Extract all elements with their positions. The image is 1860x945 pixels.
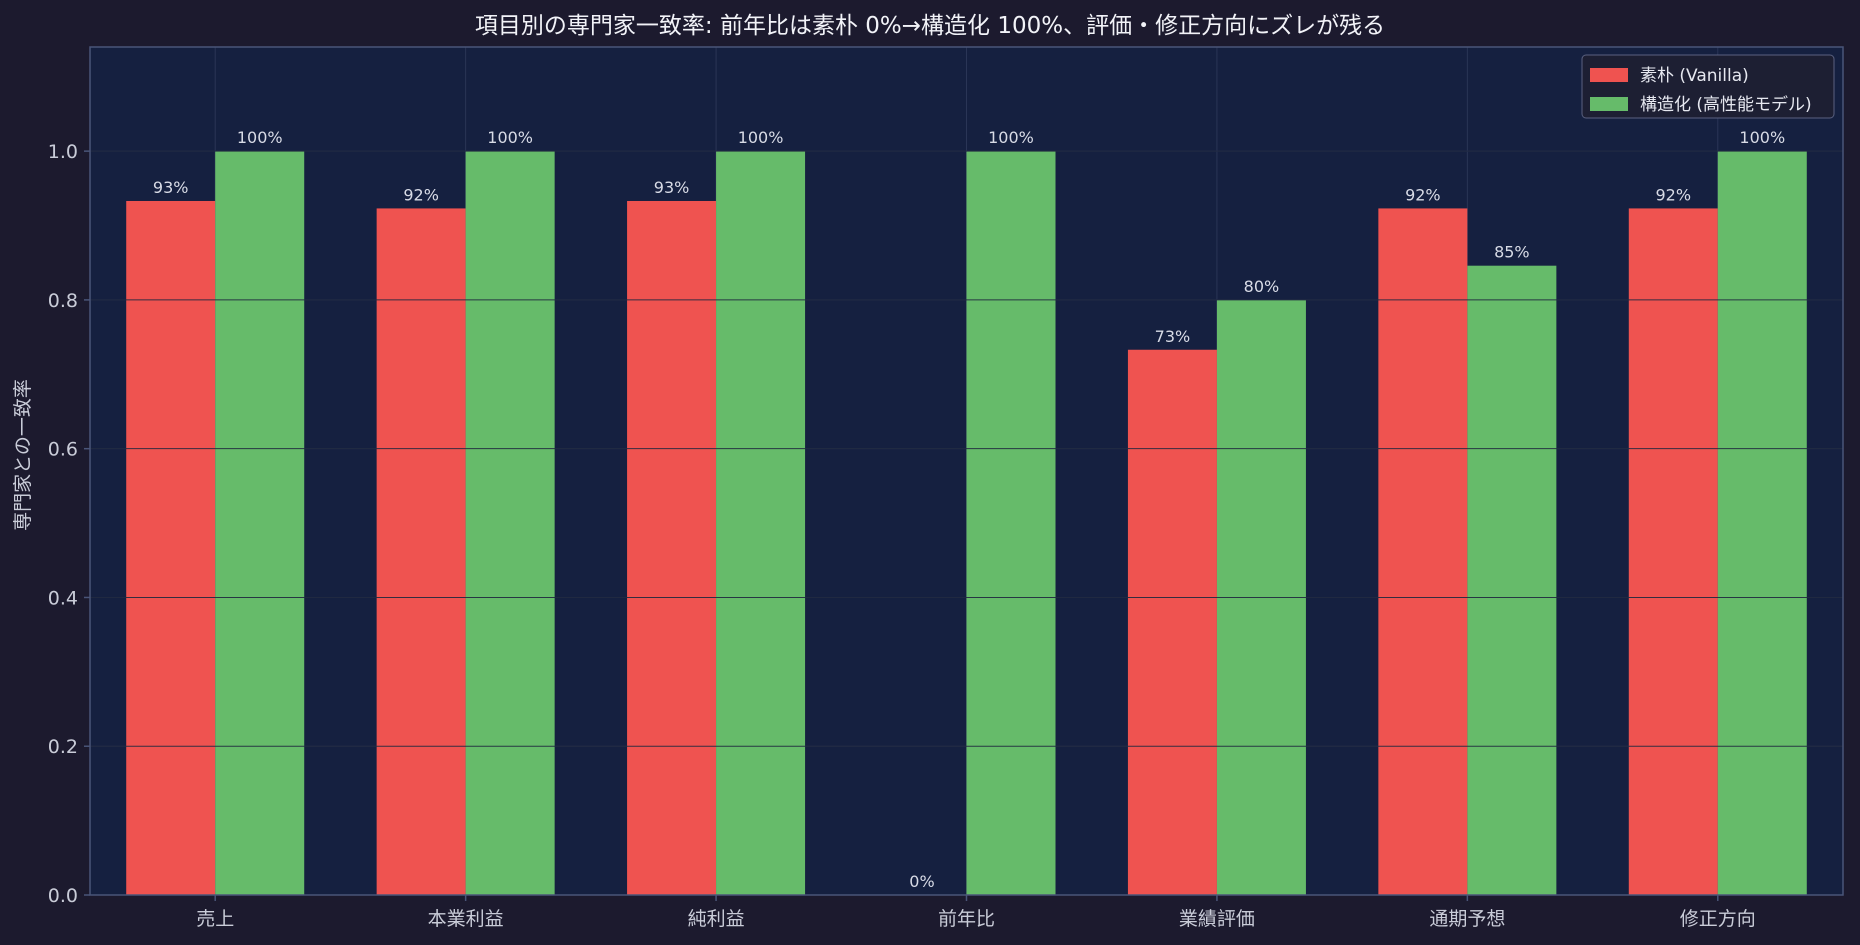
bar-structured (465, 151, 555, 895)
x-tick-label: 業績評価 (1179, 908, 1255, 930)
data-label: 85% (1494, 243, 1530, 262)
x-tick-label: 前年比 (938, 908, 995, 930)
x-tick-label: 通期予想 (1429, 908, 1505, 930)
data-label: 93% (654, 178, 690, 197)
y-tick-label: 1.0 (48, 141, 78, 163)
data-label: 92% (1405, 185, 1441, 204)
data-label: 92% (403, 185, 439, 204)
data-label: 100% (988, 128, 1034, 147)
y-tick-label: 0.8 (48, 290, 78, 312)
data-label: 92% (1656, 185, 1692, 204)
data-label: 100% (1739, 128, 1785, 147)
y-axis-label: 専門家との一致率 (12, 379, 34, 531)
bar-vanilla (1127, 349, 1217, 896)
y-tick-label: 0.4 (48, 587, 78, 609)
y-tick-label: 0.2 (48, 736, 78, 758)
bar-structured (716, 151, 806, 895)
data-label: 100% (487, 128, 533, 147)
x-tick-label: 本業利益 (428, 908, 504, 930)
data-label: 100% (738, 128, 784, 147)
bar-vanilla (1628, 208, 1718, 895)
bar-vanilla (126, 200, 216, 895)
bar-vanilla (1378, 208, 1468, 895)
legend-swatch (1590, 97, 1628, 111)
y-tick-label: 0.6 (48, 439, 78, 461)
legend-label: 素朴 (Vanilla) (1640, 66, 1749, 86)
x-tick-label: 修正方向 (1680, 908, 1756, 930)
legend-swatch (1590, 68, 1628, 82)
x-tick-label: 純利益 (688, 908, 745, 930)
axes (84, 46, 1844, 901)
bar-vanilla (376, 208, 466, 895)
tick-labels: 0.0 0.2 0.4 0.6 0.8 1.0 売上 本業利益 純利益 前年比 業績評価 通期予想 修正… (48, 141, 1756, 930)
data-label: 100% (237, 128, 283, 147)
bar-structured (1467, 265, 1557, 896)
legend-label: 構造化 (高性能モデル) (1640, 94, 1812, 115)
bars (90, 150, 1843, 896)
data-labels: 93% 92% 93% 0% 73% 92% 92% 100% 100% 100% 100% 80% 8… (153, 128, 1785, 891)
legend: 素朴 (Vanilla) 構造化 (高性能モデル) (1581, 54, 1835, 119)
chart-title: 項目別の専門家一致率: 前年比は素朴 0%→構造化 100%、評価・修正方向にズ… (475, 13, 1385, 39)
y-tick-label: 0.0 (48, 885, 78, 907)
data-label: 80% (1244, 277, 1280, 296)
bar-structured (215, 151, 305, 895)
data-label: 73% (1155, 327, 1191, 346)
bar-vanilla (627, 200, 717, 895)
x-tick-label: 売上 (196, 908, 234, 930)
bar-structured (966, 151, 1056, 895)
data-label: 0% (909, 872, 934, 891)
legend-box (1581, 54, 1835, 119)
data-label: 93% (153, 178, 189, 197)
bar-structured (1717, 151, 1807, 895)
